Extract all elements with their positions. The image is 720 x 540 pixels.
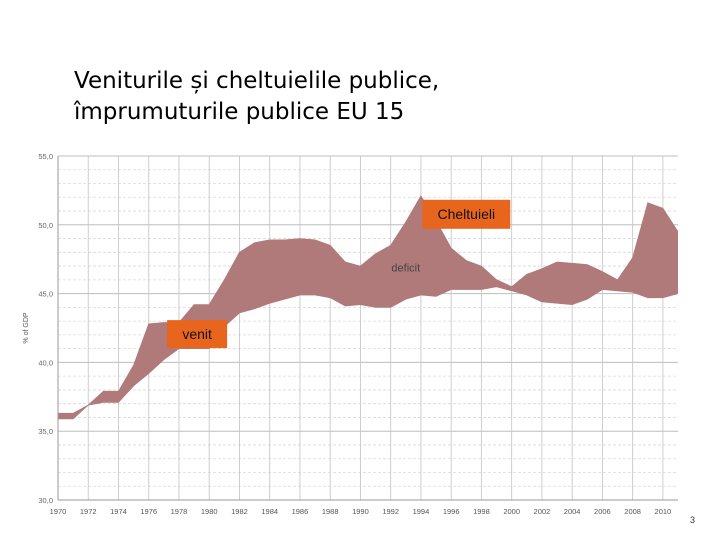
x-tick-label: 1990	[352, 507, 369, 516]
deficit-label: deficit	[391, 263, 420, 275]
title-line-2: împrumuturile publice EU 15	[74, 99, 405, 125]
x-tick-label: 1992	[382, 507, 399, 516]
x-tick-label: 2008	[624, 507, 641, 516]
x-tick-label: 1974	[110, 507, 127, 516]
series-line-cheltuieli	[58, 195, 679, 414]
x-tick-label: 1988	[322, 507, 339, 516]
x-tick-label: 2002	[534, 507, 551, 516]
x-tick-label: 1994	[413, 507, 430, 516]
x-tick-label: 2004	[564, 507, 581, 516]
axes: 30,0 35,0 40,0 45,0 50,0 55,0 1970 1972 1974 1976…	[23, 152, 678, 516]
cheltuieli-label-box	[422, 199, 511, 229]
y-tick-label: 35,0	[38, 427, 53, 436]
x-tick-label: 1976	[140, 507, 157, 516]
x-tick-label: 1984	[261, 507, 278, 516]
x-tick-label: 1982	[231, 507, 248, 516]
annotations: Cheltuieli venit deficit	[167, 199, 511, 349]
x-tick-label: 1998	[473, 507, 490, 516]
deficit-band	[58, 195, 679, 420]
x-tick-label: 1970	[50, 507, 67, 516]
x-tick-label: 2010	[655, 507, 672, 516]
y-axis-label: % of GDP	[23, 312, 30, 343]
y-tick-label: 45,0	[38, 290, 53, 299]
y-tick-label: 40,0	[38, 358, 53, 367]
slide-title: Veniturile și cheltuielile publice, împr…	[74, 66, 674, 128]
y-tick-label: 50,0	[38, 221, 53, 230]
x-tick-label: 1996	[443, 507, 460, 516]
x-tick-label: 2006	[594, 507, 611, 516]
y-tick-label: 30,0	[38, 496, 53, 505]
x-tick-label: 1986	[292, 507, 309, 516]
page-number: 3	[690, 515, 696, 525]
series-line-venit	[58, 286, 679, 420]
deficit-band-area	[58, 195, 678, 419]
x-tick-label: 2000	[503, 507, 520, 516]
x-tick-label: 1980	[201, 507, 218, 516]
cheltuieli-label: Cheltuieli	[437, 206, 495, 222]
x-tick-label: 1972	[80, 507, 97, 516]
venit-label: venit	[182, 326, 212, 342]
title-line-1: Veniturile și cheltuielile publice,	[74, 68, 440, 94]
y-tick-label: 55,0	[38, 152, 53, 161]
venit-label-box	[167, 320, 228, 349]
x-tick-label: 1978	[171, 507, 188, 516]
